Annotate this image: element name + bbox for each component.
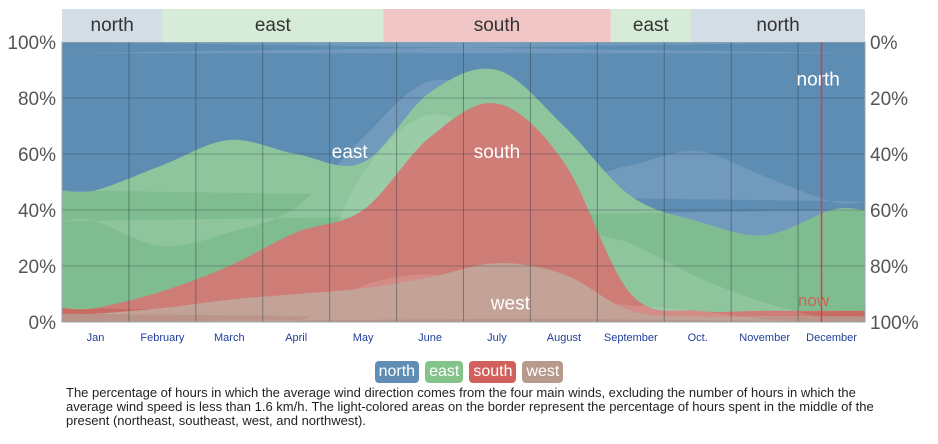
y-tick-left: 80% (18, 89, 56, 110)
area-south (62, 103, 865, 322)
y-tick-left: 0% (29, 313, 57, 334)
legend-item-north: north (374, 361, 420, 383)
dominant-band-label: north (756, 15, 799, 36)
area-label-east: east (332, 142, 369, 163)
y-tick-left: 20% (18, 257, 56, 278)
x-tick-label: June (418, 332, 442, 344)
x-tick-label: February (140, 332, 185, 344)
dominant-band-label: north (91, 15, 134, 36)
x-tick-label: September (604, 332, 658, 344)
x-tick-label: April (285, 332, 307, 344)
x-tick-label: August (547, 332, 581, 344)
legend: north east south west (0, 361, 938, 383)
area-south-shade (62, 103, 865, 324)
x-tick-label: December (806, 332, 857, 344)
area-label-north: north (797, 69, 840, 90)
dominant-band-south (383, 9, 611, 42)
x-tick-label: Oct. (688, 332, 708, 344)
x-tick-label: July (487, 332, 507, 344)
dominant-band-label: south (474, 15, 520, 36)
area-west (62, 263, 865, 322)
legend-item-west: west (522, 361, 564, 383)
area-west-shade (62, 263, 865, 325)
chart-caption: The percentage of hours in which the ave… (66, 385, 874, 428)
wind-direction-chart: north east south east north 100% 80% 60% 40% 20% 0… (7, 9, 919, 344)
y-tick-right: 0% (870, 33, 898, 54)
legend-item-south: south (469, 361, 517, 383)
area-north-shade (62, 42, 865, 54)
y-tick-right: 80% (870, 257, 908, 278)
y-tick-left: 100% (7, 33, 56, 54)
y-tick-left: 60% (18, 145, 56, 166)
y-tick-right: 100% (870, 313, 919, 334)
x-tick-label: November (739, 332, 790, 344)
legend-item-east: east (425, 361, 464, 383)
y-tick-left: 40% (18, 201, 56, 222)
now-label: now (798, 291, 830, 310)
dominant-band-label: east (633, 15, 670, 36)
area-label-south: south (474, 142, 520, 163)
dominant-band-east (162, 9, 384, 42)
dominant-band-east (610, 9, 692, 42)
y-tick-right: 40% (870, 145, 908, 166)
x-tick-label: Jan (87, 332, 105, 344)
dominant-band-label: east (255, 15, 292, 36)
area-label-west: west (490, 293, 531, 314)
y-tick-right: 20% (870, 89, 908, 110)
dominant-band-north (62, 9, 163, 42)
dominant-band-north (691, 9, 865, 42)
y-tick-right: 60% (870, 201, 908, 222)
x-tick-label: May (353, 332, 374, 344)
x-tick-label: March (214, 332, 245, 344)
